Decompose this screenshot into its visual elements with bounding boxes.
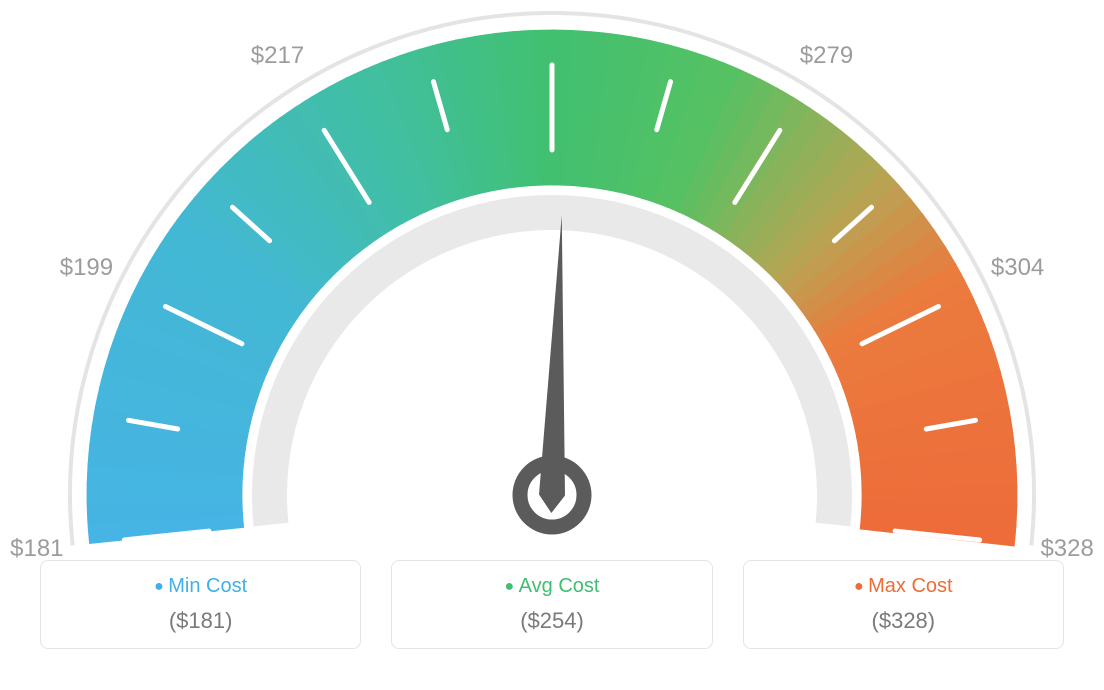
tick-label: $199 — [60, 254, 113, 282]
tick-label: $328 — [1040, 535, 1093, 563]
legend-max: Max Cost ($328) — [743, 560, 1064, 649]
legend-max-value: ($328) — [744, 608, 1063, 634]
tick-label: $217 — [251, 42, 304, 70]
legend-min-value: ($181) — [41, 608, 360, 634]
legend-avg-value: ($254) — [392, 608, 711, 634]
legend-avg-label: Avg Cost — [392, 575, 711, 598]
tick-label: $279 — [800, 42, 853, 70]
legend-min-label: Min Cost — [41, 575, 360, 598]
gauge-chart: $181$199$217$254$279$304$328 — [0, 0, 1104, 560]
gauge-svg — [0, 0, 1104, 560]
tick-label: $181 — [10, 535, 63, 563]
legend-min: Min Cost ($181) — [40, 560, 361, 649]
tick-label: $304 — [991, 254, 1044, 282]
legend-row: Min Cost ($181) Avg Cost ($254) Max Cost… — [0, 560, 1104, 649]
legend-max-label: Max Cost — [744, 575, 1063, 598]
legend-avg: Avg Cost ($254) — [391, 560, 712, 649]
